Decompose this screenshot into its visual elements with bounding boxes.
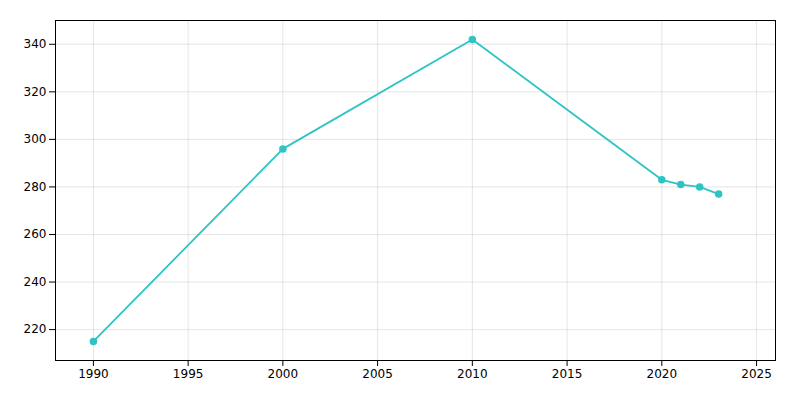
svg-text:2000: 2000 [268,367,299,381]
svg-text:280: 280 [24,180,47,194]
svg-text:260: 260 [24,227,47,241]
svg-text:2025: 2025 [741,367,772,381]
svg-text:320: 320 [24,85,47,99]
svg-text:2020: 2020 [647,367,678,381]
svg-text:2015: 2015 [552,367,583,381]
svg-text:300: 300 [24,132,47,146]
svg-text:240: 240 [24,275,47,289]
svg-text:2005: 2005 [362,367,393,381]
svg-text:1995: 1995 [173,367,204,381]
svg-text:1990: 1990 [78,367,109,381]
svg-text:2010: 2010 [457,367,488,381]
svg-text:220: 220 [24,322,47,336]
svg-text:340: 340 [24,37,47,51]
